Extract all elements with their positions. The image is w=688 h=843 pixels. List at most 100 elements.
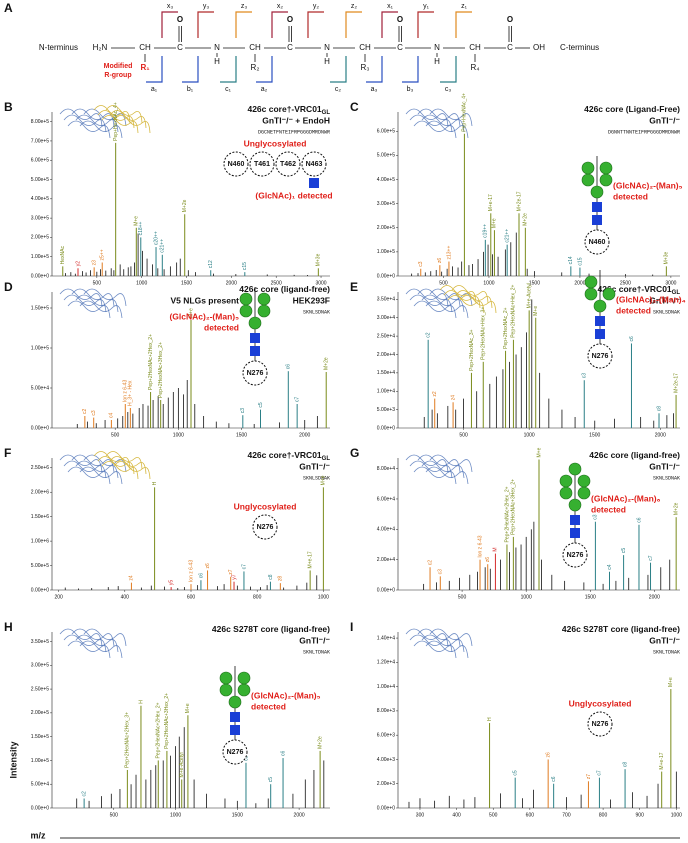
mannose — [559, 474, 573, 488]
top-fragment: z₃ — [241, 3, 248, 10]
peak-label: z6 — [485, 557, 491, 563]
y-tick-label: 1.00e+5 — [31, 254, 49, 260]
protein-ribbon — [75, 294, 119, 313]
x-tick-label: 500 — [110, 812, 119, 818]
protein-ribbon — [413, 300, 457, 319]
mannose — [584, 275, 598, 289]
peak-label: M+2e-17 — [673, 373, 679, 393]
peak-label: H — [138, 700, 144, 704]
peak-label: z7 — [586, 774, 592, 780]
panel-title: 426c core†-VRC01GL — [597, 284, 680, 295]
protein-ribbon — [83, 454, 127, 473]
y-tick-label: 2.00e+5 — [31, 710, 49, 716]
protein-ribbon — [63, 634, 107, 653]
y-tick-label: 2.00e+6 — [31, 490, 49, 496]
peak-label: c7 — [241, 564, 247, 570]
protein-ribbon — [409, 634, 453, 653]
site-circle — [223, 151, 249, 177]
protein-ribbon — [425, 640, 469, 659]
modified: Modified — [104, 63, 133, 70]
panel-title: 426c core (Ligand-Free) — [584, 104, 680, 114]
glcnac — [309, 178, 319, 188]
site-label: N276 — [567, 552, 584, 559]
protein-structure — [405, 285, 497, 319]
title-subscript: GL — [322, 110, 331, 116]
top-fragment: z₁ — [461, 3, 468, 10]
c-terminus: C-terminus — [560, 43, 599, 52]
y-tick-label: 0.00e+0 — [31, 805, 49, 811]
antibody-ribbon — [101, 115, 139, 134]
peak-label: z5++ — [100, 249, 106, 260]
y-tick-label: 1.00e+5 — [377, 249, 395, 255]
peak-label: H — [487, 717, 493, 721]
peak-label: z7 — [228, 569, 234, 575]
peak-label: M+e — [185, 703, 191, 713]
mannose — [568, 498, 582, 512]
bottom-bracket — [182, 56, 199, 83]
x-tick-label: 500 — [439, 280, 448, 286]
y-tick-label: 3.00e+5 — [31, 663, 49, 669]
oxygen: O — [397, 15, 403, 24]
top-bracket — [307, 11, 324, 38]
peak-label: c14 — [568, 256, 574, 264]
oxygen: O — [507, 15, 513, 24]
x-tick-label: 2000 — [294, 812, 305, 818]
panel-letter: E — [350, 280, 358, 294]
peak-label: M+2e — [673, 502, 679, 515]
n-terminus: N-terminus — [39, 43, 78, 52]
mannose — [581, 173, 595, 187]
x-tick-label: 2000 — [655, 432, 666, 438]
mannose — [219, 683, 233, 697]
y-tick-label: 5.00e+4 — [31, 782, 49, 788]
peak-label: z3 — [91, 260, 97, 266]
protein-structure — [59, 288, 127, 319]
glcnac — [230, 725, 240, 735]
site-label: N276 — [592, 353, 609, 360]
antibody-ribbon — [105, 105, 143, 124]
x-tick-label: 1000 — [173, 432, 184, 438]
sequence: SKNLTDNAK — [653, 649, 680, 655]
site-label: N276 — [257, 524, 274, 531]
protein-ribbon — [63, 114, 107, 133]
peak-label: y5 — [168, 580, 174, 586]
bottom-fragment: a₂ — [261, 86, 268, 93]
peak-label: M+e-17 — [488, 194, 494, 211]
panel-title: 426c core (ligand-free) — [239, 284, 330, 294]
glycan-text: (GlcNAc)₂-(Man)₄ — [616, 294, 686, 304]
glcnac — [595, 316, 605, 326]
peak-label: M+e — [321, 475, 327, 485]
bottom-fragment: c₂ — [335, 86, 342, 93]
peak-label: y7 — [231, 574, 237, 580]
peak-label: M+e — [668, 677, 674, 687]
peak-label: z2 — [432, 391, 438, 397]
protein-ribbon — [417, 628, 461, 647]
site-label: N463 — [306, 161, 323, 168]
protein-ribbon — [417, 108, 461, 127]
panel-subtitle: GnTI⁻/⁻ — [649, 295, 680, 305]
peak-label: c8 — [268, 574, 274, 580]
peak-label: c2 — [427, 560, 433, 566]
x-tick-label: 500 — [489, 812, 498, 818]
glcnac — [570, 515, 580, 525]
panel-subtitle: HEK293F — [293, 295, 330, 305]
protein-ribbon — [417, 454, 461, 473]
bottom-fragment: c₁ — [225, 86, 232, 93]
mannose — [593, 299, 607, 313]
glycan-text: (GlcNAc)₁ detected — [255, 190, 332, 200]
peak-label: M+2e — [182, 199, 188, 212]
ch: CH — [469, 43, 481, 52]
mannose — [599, 173, 613, 187]
protein-ribbon — [79, 300, 123, 319]
top-bracket — [455, 11, 472, 38]
peak-label: Pep+2HexNAc+3Hex_2+ — [511, 479, 517, 535]
x-tick-label: 2000 — [649, 594, 660, 600]
peak-label: M+3e — [316, 253, 322, 266]
protein-ribbon — [79, 640, 123, 659]
y-tick-label: 0.00e+0 — [31, 587, 49, 593]
title-text: 426c core†-VRC01 — [597, 284, 671, 294]
bottom-bracket — [256, 56, 273, 83]
y-tick-label: 3.00e+5 — [377, 201, 395, 207]
antibody-ribbon — [105, 451, 143, 470]
peak-label: c8 — [656, 406, 662, 412]
antibody-ribbon — [97, 110, 135, 129]
